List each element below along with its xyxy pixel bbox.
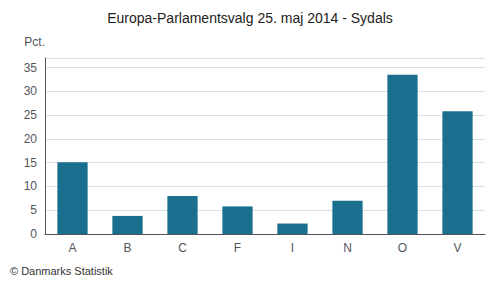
- svg-text:20: 20: [24, 132, 38, 146]
- svg-text:Europa-Parlamentsvalg 25. maj: Europa-Parlamentsvalg 25. maj 2014 - Syd…: [107, 10, 393, 26]
- svg-text:F: F: [234, 241, 241, 255]
- svg-text:V: V: [453, 241, 461, 255]
- svg-text:10: 10: [24, 179, 38, 193]
- svg-text:I: I: [291, 241, 294, 255]
- svg-text:35: 35: [24, 61, 38, 75]
- svg-text:A: A: [68, 241, 76, 255]
- svg-text:N: N: [343, 241, 352, 255]
- svg-text:Pct.: Pct.: [24, 35, 45, 49]
- svg-text:25: 25: [24, 108, 38, 122]
- svg-text:© Danmarks Statistik: © Danmarks Statistik: [10, 265, 113, 277]
- svg-text:0: 0: [30, 227, 37, 241]
- svg-text:B: B: [123, 241, 131, 255]
- svg-text:15: 15: [24, 156, 38, 170]
- svg-text:O: O: [398, 241, 407, 255]
- svg-text:C: C: [178, 241, 187, 255]
- svg-text:30: 30: [24, 84, 38, 98]
- svg-text:5: 5: [30, 203, 37, 217]
